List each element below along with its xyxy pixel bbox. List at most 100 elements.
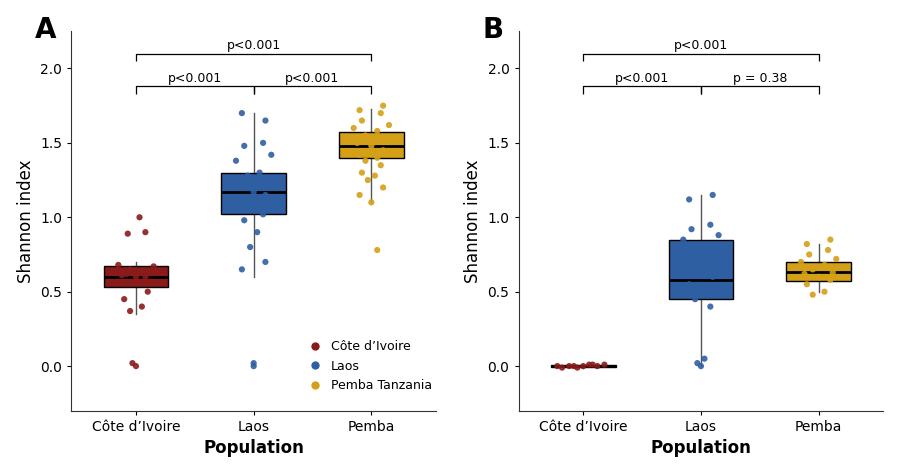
Point <box>121 230 135 237</box>
Point <box>250 228 265 236</box>
Point <box>707 251 722 258</box>
Point <box>129 273 143 281</box>
Point <box>353 106 367 114</box>
Point <box>243 243 257 251</box>
Point <box>829 255 843 263</box>
Point <box>682 281 697 288</box>
Point <box>680 258 694 266</box>
Point <box>346 124 361 132</box>
Point <box>117 295 131 303</box>
Point <box>358 157 373 164</box>
Point <box>694 265 708 273</box>
Point <box>598 361 612 368</box>
Point <box>129 362 143 370</box>
Bar <box>669 240 734 299</box>
Point <box>358 132 373 139</box>
Point <box>825 269 840 276</box>
Point <box>378 136 392 144</box>
Text: B: B <box>482 16 503 44</box>
Point <box>698 355 712 363</box>
Point <box>699 243 714 251</box>
Bar <box>551 365 616 367</box>
Text: p<0.001: p<0.001 <box>167 72 222 85</box>
Point <box>817 288 832 295</box>
Point <box>264 151 278 159</box>
Point <box>240 172 255 180</box>
Text: p<0.001: p<0.001 <box>615 72 670 85</box>
Point <box>562 362 576 370</box>
Point <box>806 291 820 299</box>
Point <box>232 184 247 191</box>
Point <box>125 359 140 367</box>
Point <box>824 276 838 283</box>
Bar <box>339 132 404 158</box>
Point <box>237 142 251 150</box>
Point <box>694 362 708 370</box>
Point <box>376 102 391 109</box>
Point <box>799 281 814 288</box>
Point <box>364 142 379 150</box>
Point <box>123 307 138 315</box>
Point <box>703 303 717 310</box>
Point <box>140 288 155 295</box>
Point <box>147 263 161 270</box>
Point <box>586 361 600 368</box>
Point <box>824 236 838 244</box>
Point <box>690 359 705 367</box>
Text: p = 0.38: p = 0.38 <box>733 72 787 85</box>
Text: p<0.001: p<0.001 <box>227 39 281 52</box>
Point <box>550 362 564 370</box>
Point <box>252 201 266 209</box>
Text: A: A <box>35 16 57 44</box>
Point <box>139 273 153 281</box>
Point <box>256 139 270 146</box>
Point <box>699 288 714 295</box>
Point <box>114 272 129 279</box>
Point <box>374 109 388 117</box>
Point <box>258 191 273 199</box>
Point <box>364 199 379 206</box>
Point <box>582 361 597 368</box>
Point <box>802 251 816 258</box>
Point <box>353 151 367 159</box>
Point <box>235 199 249 206</box>
Bar <box>787 262 851 281</box>
Point <box>237 217 251 224</box>
Point <box>370 154 384 162</box>
Point <box>256 210 270 218</box>
Point <box>812 273 826 281</box>
Y-axis label: Shannon index: Shannon index <box>17 159 35 283</box>
Point <box>361 176 375 184</box>
Point <box>229 157 243 164</box>
Point <box>252 169 266 176</box>
Point <box>368 172 382 180</box>
Point <box>111 261 125 269</box>
X-axis label: Population: Population <box>203 439 304 457</box>
Point <box>143 269 157 276</box>
Point <box>567 362 581 370</box>
Point <box>794 258 808 266</box>
Point <box>684 226 698 233</box>
Point <box>355 117 369 124</box>
Point <box>355 169 369 176</box>
Point <box>120 270 134 278</box>
Point <box>247 362 261 370</box>
Point <box>688 246 702 254</box>
Point <box>258 258 273 266</box>
Point <box>376 184 391 191</box>
Point <box>706 273 720 281</box>
Point <box>590 362 605 370</box>
Point <box>555 364 570 372</box>
Point <box>261 181 275 188</box>
Bar <box>221 173 286 214</box>
Point <box>235 265 249 273</box>
Point <box>123 265 138 273</box>
Text: p<0.001: p<0.001 <box>674 39 728 52</box>
Point <box>376 146 391 154</box>
Point <box>370 127 384 135</box>
Text: p<0.001: p<0.001 <box>285 72 339 85</box>
Point <box>682 196 697 203</box>
Point <box>353 191 367 199</box>
Point <box>576 362 590 370</box>
Point <box>235 109 249 117</box>
